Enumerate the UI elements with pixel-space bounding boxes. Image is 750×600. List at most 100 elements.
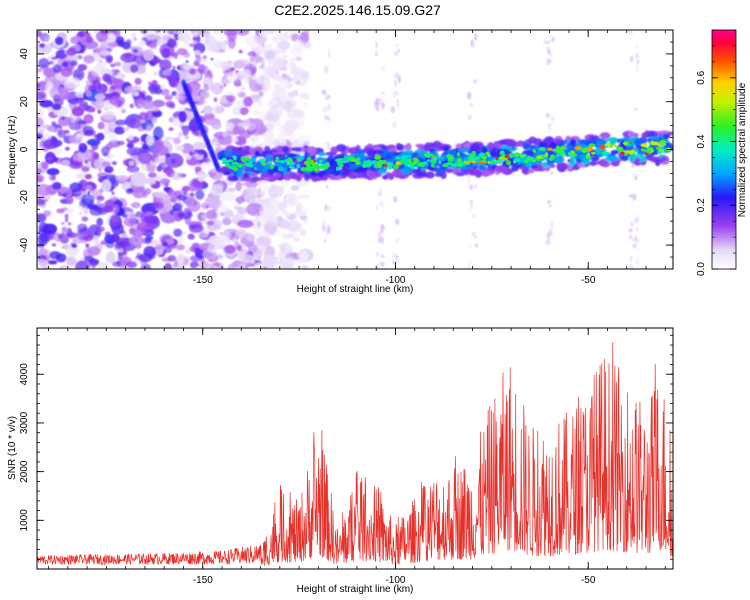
heatmap-cell bbox=[261, 162, 267, 166]
heatmap-cell bbox=[121, 108, 126, 114]
heatmap-cell bbox=[610, 150, 619, 155]
heatmap-cell bbox=[76, 73, 83, 78]
heatmap-cell bbox=[112, 261, 122, 267]
heatmap-cell bbox=[462, 143, 472, 148]
heatmap-cell bbox=[550, 115, 555, 122]
heatmap-cell bbox=[115, 241, 124, 250]
heatmap-cell bbox=[85, 243, 90, 248]
heatmap-cell bbox=[173, 137, 181, 145]
heatmap-cell bbox=[61, 193, 68, 197]
heatmap-cell bbox=[310, 162, 316, 166]
heatmap-cell bbox=[438, 160, 442, 165]
heatmap-cell bbox=[41, 200, 46, 206]
heatmap-cell bbox=[330, 146, 339, 154]
heatmap-cell bbox=[295, 202, 304, 211]
heatmap-cell bbox=[628, 228, 633, 233]
heatmap-cell bbox=[405, 142, 412, 151]
heatmap-cell bbox=[622, 142, 628, 145]
heatmap-cell bbox=[382, 159, 387, 165]
heatmap-cell bbox=[125, 39, 132, 45]
heatmap-cell bbox=[471, 150, 477, 156]
heatmap-cell bbox=[176, 194, 188, 201]
heatmap-cell bbox=[227, 182, 233, 186]
heatmap-cell bbox=[165, 100, 175, 108]
heatmap-cell bbox=[296, 80, 301, 85]
heatmap-cell bbox=[452, 167, 458, 175]
heatmap-cell bbox=[85, 184, 92, 191]
heatmap-cell bbox=[253, 167, 258, 171]
heatmap-cell bbox=[142, 190, 148, 198]
heatmap-cell bbox=[262, 57, 266, 64]
heatmap-cell bbox=[278, 219, 291, 229]
heatmap-cell bbox=[258, 92, 263, 98]
heatmap-cell bbox=[47, 55, 52, 60]
heatmap-cell bbox=[133, 36, 137, 42]
heatmap-cell bbox=[145, 211, 154, 216]
heatmap-cell bbox=[134, 123, 138, 128]
heatmap-cell bbox=[93, 235, 100, 245]
x-tick-label: -50 bbox=[581, 575, 596, 586]
heatmap-cell bbox=[57, 129, 66, 138]
heatmap-cell bbox=[288, 166, 295, 169]
heatmap-cell bbox=[355, 157, 361, 162]
heatmap-cell bbox=[200, 110, 204, 114]
heatmap-cell bbox=[206, 220, 215, 226]
colorbar-ticks: 0.0 0.2 0.4 0.6 bbox=[696, 29, 736, 276]
heatmap-cell bbox=[175, 244, 186, 251]
heatmap-cell bbox=[140, 119, 146, 124]
heatmap-cell bbox=[340, 159, 346, 162]
heatmap-cell bbox=[394, 218, 400, 225]
heatmap-cell bbox=[72, 160, 80, 166]
heatmap-cell bbox=[38, 128, 44, 135]
heatmap-cell bbox=[635, 65, 640, 69]
heatmap-cell bbox=[83, 114, 94, 124]
heatmap-cell bbox=[196, 170, 206, 182]
heatmap-cell bbox=[267, 161, 273, 164]
heatmap-cell bbox=[246, 233, 256, 242]
heatmap-cell bbox=[204, 173, 211, 178]
heatmap-cell bbox=[237, 248, 249, 261]
heatmap-cell bbox=[126, 147, 143, 156]
heatmap-cell bbox=[231, 137, 240, 143]
heatmap-cell bbox=[134, 85, 138, 89]
colorbar-tick-label: 0.6 bbox=[696, 70, 707, 84]
heatmap-cell bbox=[37, 68, 43, 73]
heatmap-cell bbox=[651, 141, 660, 146]
heatmap-cell bbox=[197, 63, 206, 74]
heatmap-cell bbox=[487, 160, 491, 164]
heatmap-cell bbox=[239, 107, 249, 116]
heatmap-cell bbox=[210, 168, 218, 173]
heatmap-cell bbox=[51, 103, 62, 111]
heatmap-cell bbox=[163, 69, 172, 76]
heatmap-cell bbox=[390, 106, 395, 114]
heatmap-cell bbox=[381, 91, 386, 95]
heatmap-cell bbox=[546, 46, 550, 53]
heatmap-cell bbox=[367, 171, 378, 179]
heatmap-cell bbox=[474, 33, 478, 41]
heatmap-cell bbox=[375, 204, 379, 211]
heatmap-cell bbox=[376, 252, 379, 257]
heatmap-cell bbox=[465, 161, 471, 164]
colorbar-tick-label: 0.2 bbox=[696, 198, 707, 212]
y-tick-label: 0 bbox=[19, 146, 30, 152]
heatmap-cell bbox=[177, 95, 185, 101]
heatmap-cell bbox=[384, 164, 388, 168]
heatmap-cell bbox=[184, 136, 189, 140]
heatmap-cell bbox=[189, 255, 203, 262]
heatmap-cell bbox=[201, 214, 208, 220]
heatmap-cell bbox=[391, 252, 397, 258]
heatmap-cell bbox=[318, 165, 324, 169]
heatmap-cell bbox=[167, 254, 176, 262]
heatmap-cell bbox=[527, 144, 537, 149]
heatmap-cell bbox=[321, 89, 326, 95]
heatmap-cell bbox=[96, 132, 105, 141]
heatmap-cell bbox=[211, 30, 224, 35]
heatmap-cell bbox=[66, 47, 77, 56]
heatmap-cell bbox=[189, 224, 204, 233]
heatmap-cell bbox=[479, 161, 486, 165]
heatmap-cell bbox=[121, 233, 128, 238]
heatmap-cell bbox=[227, 159, 234, 163]
heatmap-cell bbox=[342, 168, 351, 176]
heatmap-cell bbox=[519, 166, 528, 170]
heatmap-cell bbox=[65, 223, 69, 228]
